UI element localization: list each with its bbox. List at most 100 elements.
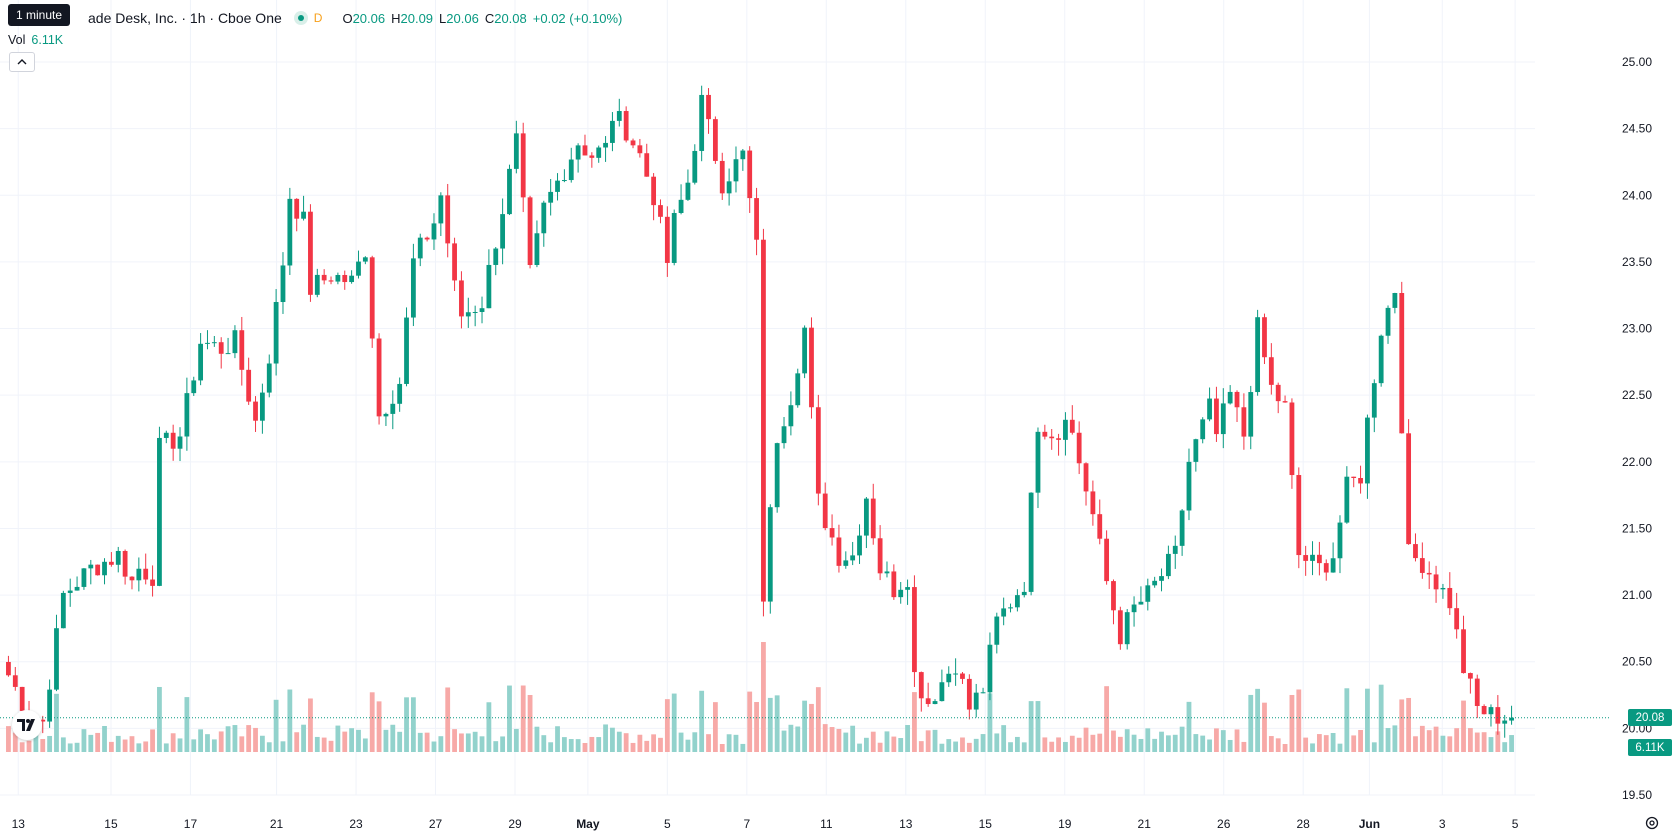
candle-body bbox=[246, 369, 252, 402]
candle-body bbox=[1076, 432, 1082, 464]
candle-body bbox=[184, 393, 190, 437]
candle-body bbox=[1495, 707, 1501, 724]
candle-body bbox=[1001, 608, 1007, 617]
volume-bar bbox=[170, 733, 176, 752]
candle-body bbox=[486, 264, 492, 309]
volume-bar bbox=[610, 727, 615, 752]
volume-bar bbox=[644, 740, 650, 752]
candle-body bbox=[1433, 574, 1439, 590]
volume-bar bbox=[781, 730, 787, 752]
volume-bar bbox=[1186, 701, 1192, 752]
gear-icon[interactable] bbox=[1644, 815, 1660, 831]
volume-bar bbox=[1214, 728, 1219, 752]
volume-bar bbox=[1207, 739, 1212, 752]
candle-body bbox=[1378, 335, 1384, 384]
collapse-legend-button[interactable] bbox=[9, 52, 35, 72]
volume-bar bbox=[733, 734, 739, 752]
candle-body bbox=[321, 274, 327, 281]
volume-bar bbox=[1481, 732, 1487, 752]
volume-bar bbox=[815, 687, 821, 752]
change-value: +0.02 (+0.10%) bbox=[532, 10, 623, 26]
volume-bar bbox=[232, 725, 238, 752]
candle-body bbox=[1275, 384, 1281, 402]
candle-body bbox=[493, 248, 499, 265]
candle-body bbox=[671, 212, 677, 263]
volume-bar bbox=[26, 740, 32, 752]
volume-bar bbox=[1056, 737, 1061, 752]
candle-body bbox=[953, 673, 959, 675]
volume-bar bbox=[857, 743, 862, 752]
volume-bar bbox=[513, 728, 519, 752]
volume-bar bbox=[987, 693, 993, 752]
candle-body bbox=[1461, 629, 1466, 674]
tradingview-logo-icon[interactable] bbox=[12, 710, 42, 740]
candle-body bbox=[1090, 491, 1096, 515]
chart-legend: ade Desk, Inc. · 1h · Cboe One D O 20.06 … bbox=[8, 8, 622, 50]
candle-body bbox=[829, 528, 835, 538]
volume-bar bbox=[280, 741, 286, 752]
candle-body bbox=[1083, 463, 1089, 492]
volume-bar bbox=[95, 732, 101, 752]
volume-bar bbox=[1021, 742, 1027, 752]
volume-bar bbox=[966, 742, 972, 752]
candle-body bbox=[843, 560, 849, 566]
volume-bar bbox=[1495, 731, 1501, 752]
last-price-badge: 20.08 bbox=[1628, 709, 1672, 727]
x-tick-label: Jun bbox=[1359, 817, 1380, 831]
volume-bar bbox=[163, 743, 169, 752]
volume-bar bbox=[60, 737, 66, 752]
volume-bar bbox=[1268, 736, 1274, 752]
volume-bar bbox=[157, 686, 162, 752]
candle-body bbox=[1234, 391, 1240, 408]
symbol-title[interactable]: ade Desk, Inc. · 1h · Cboe One bbox=[88, 10, 282, 26]
candle-body bbox=[397, 383, 403, 404]
candle-body bbox=[637, 145, 643, 154]
volume-bar bbox=[1200, 735, 1206, 752]
volume-bar bbox=[1241, 741, 1247, 752]
candle-body bbox=[239, 330, 245, 370]
volume-bar bbox=[637, 734, 643, 752]
volume-bar bbox=[417, 732, 423, 752]
volume-bar bbox=[1509, 735, 1514, 752]
volume-bar bbox=[1028, 701, 1034, 752]
candle-body bbox=[754, 198, 759, 240]
volume-bar bbox=[1248, 694, 1254, 752]
candle-body bbox=[40, 719, 46, 722]
volume-bar bbox=[623, 733, 629, 752]
high-label: H bbox=[391, 10, 401, 26]
candle-body bbox=[205, 342, 210, 344]
volume-bar bbox=[294, 732, 300, 752]
candle-body bbox=[129, 576, 135, 581]
candle-body bbox=[610, 120, 615, 143]
candle-body bbox=[788, 405, 794, 427]
candle-body bbox=[115, 550, 121, 565]
candle-body bbox=[513, 133, 519, 169]
volume-bar bbox=[1454, 728, 1460, 752]
market-status-icon[interactable] bbox=[293, 11, 308, 25]
volume-bar bbox=[102, 725, 107, 752]
delay-badge[interactable]: D bbox=[313, 11, 323, 25]
candle-body bbox=[88, 564, 94, 569]
volume-bar bbox=[836, 728, 842, 752]
volume-bar bbox=[1488, 737, 1494, 752]
volume-bar bbox=[1035, 701, 1041, 752]
candle-body bbox=[898, 589, 904, 598]
candle-body bbox=[54, 628, 59, 690]
candle-body bbox=[658, 205, 663, 217]
candle-body bbox=[939, 682, 945, 702]
candle-body bbox=[1179, 510, 1185, 546]
candle-body bbox=[870, 498, 876, 539]
candle-body bbox=[500, 214, 506, 249]
low-label: L bbox=[439, 10, 447, 26]
volume-bar bbox=[843, 732, 849, 752]
volume-bar bbox=[1152, 738, 1158, 752]
volume-bar bbox=[877, 742, 883, 752]
volume-bar bbox=[1330, 733, 1336, 752]
candle-body bbox=[225, 353, 231, 355]
candle-body bbox=[356, 261, 361, 276]
candle-body bbox=[1014, 595, 1020, 608]
volume-bar bbox=[1131, 734, 1137, 752]
x-tick-label: 21 bbox=[1138, 817, 1152, 831]
volume-bar bbox=[1413, 736, 1418, 752]
